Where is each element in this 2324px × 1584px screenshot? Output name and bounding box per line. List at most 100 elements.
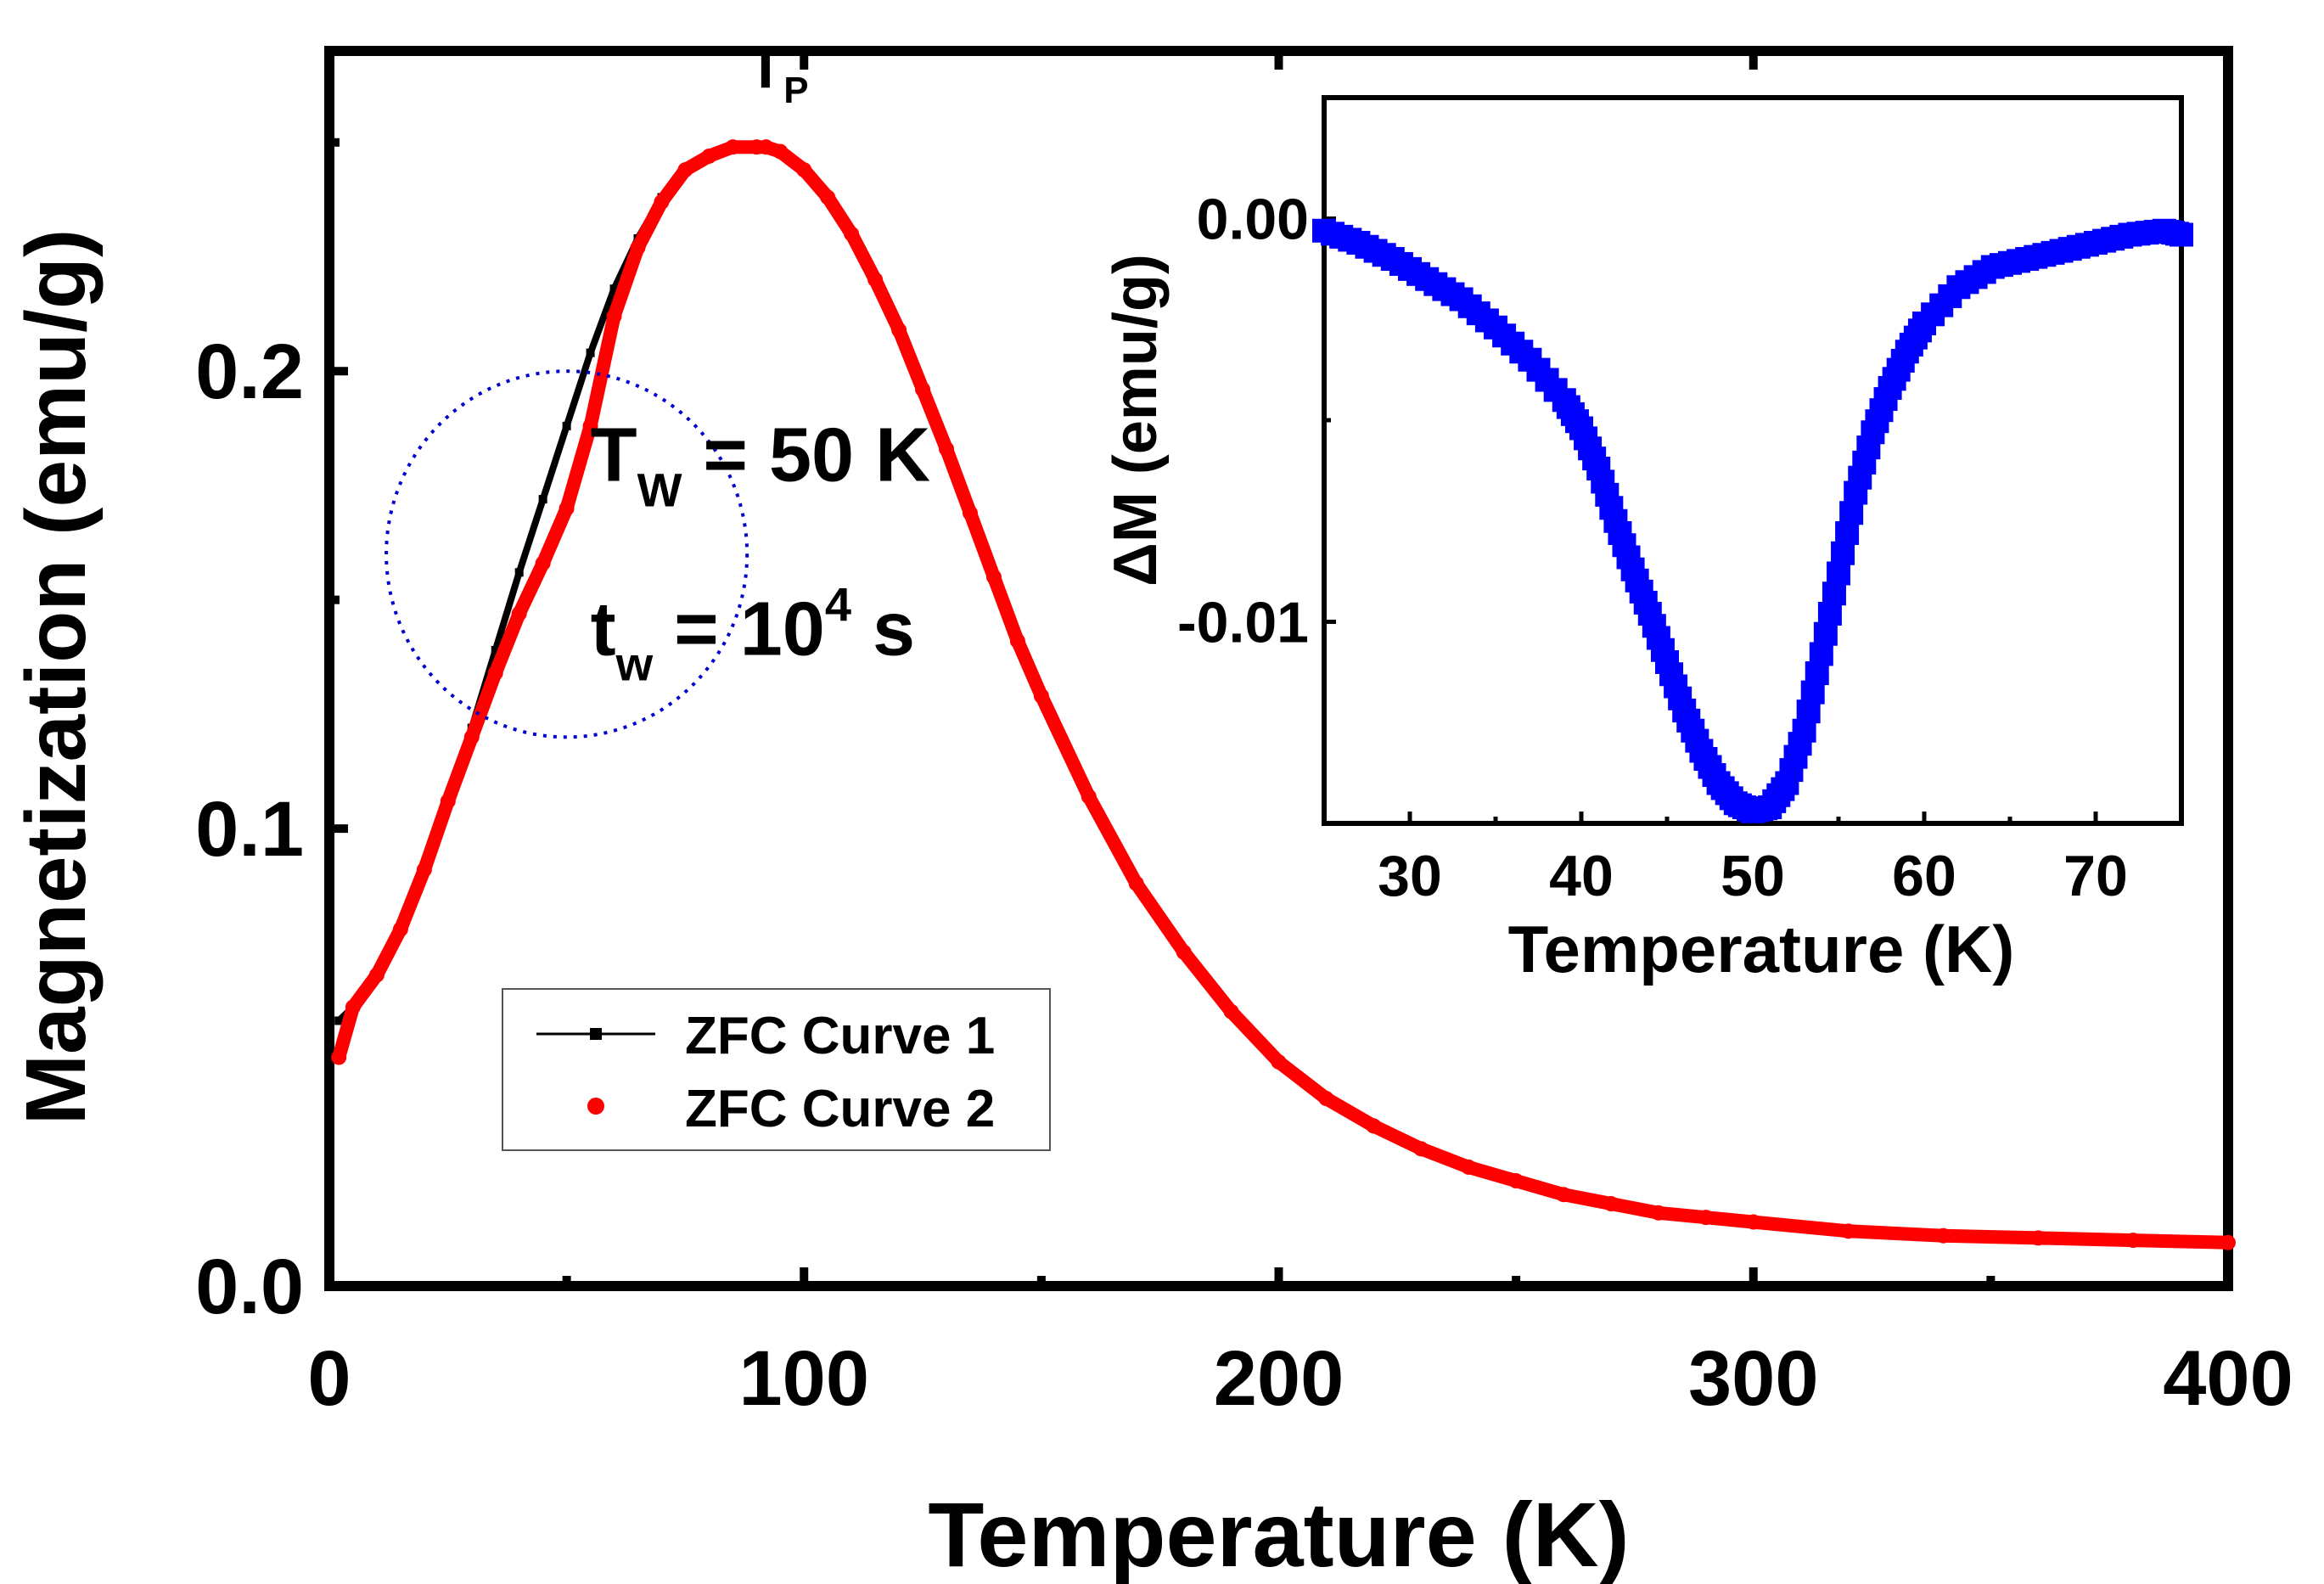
series-2-point [1009,633,1025,649]
series-2-point [559,500,575,516]
y-axis-title: Magnetization (emu/g) [8,229,104,1126]
series-2-point [2125,1233,2142,1249]
tw-rest: = 50 K [682,413,930,498]
series-1-point [514,568,524,577]
series-2-point [654,194,670,210]
series-2-point [915,381,931,397]
wait-temperature-label: TW = 50 K [591,413,931,517]
inset-point [1839,501,1864,525]
x-axis-title: Temperature (K) [928,1483,1629,1584]
y-tick-label: 0.1 [195,786,304,873]
series-2-point [416,862,432,878]
series-2-point [606,308,622,324]
series-2-point [392,921,408,937]
inset-x-tick-label: 50 [1721,844,1785,908]
tw-main: T [591,413,637,498]
x-tick-label: 100 [739,1335,870,1422]
x-tick-label: 0 [307,1335,351,1422]
series-1-point [562,421,571,430]
series-2-point [582,418,598,434]
inset-x-tick-label: 70 [2063,844,2128,908]
highlight-circle [385,369,749,739]
series-1-point [586,348,595,357]
series-2-point [1033,688,1049,704]
series-2-point [1650,1205,1666,1221]
x-tick-label: 400 [2163,1335,2293,1422]
series-2-point [725,139,741,155]
series-2-point [1840,1223,1856,1239]
series-2-point [1508,1173,1524,1189]
inset-x-tick-label: 30 [1378,844,1442,908]
series-2-point [1128,875,1144,891]
series-2-point [630,239,646,256]
series-2-point [1698,1210,1714,1226]
tt-mid: = 10 [653,587,825,671]
inset-point [1809,642,1833,666]
x-tick-label: 200 [1214,1335,1344,1422]
series-2-point [939,441,955,457]
inset-frame [1322,95,2184,826]
series-2-point [1413,1141,1429,1157]
series-2-point [1223,1003,1239,1019]
series-1-point [538,495,547,504]
series-1-point [491,645,500,654]
series-2-point [891,322,907,338]
series-2-point [867,272,884,288]
series-2-point [487,665,503,681]
series-2-point [844,226,860,242]
inset-y-tick-label: 0.00 [1197,188,1309,252]
tw-sub: W [637,463,682,517]
series-2-point [758,139,774,155]
series-2-point [772,143,789,160]
series-2-point [535,555,551,571]
tt-main: t [591,587,616,671]
inset-x-axis-title: Temperature (K) [1508,912,2015,986]
series-1-point [334,1016,344,1025]
y-tick-label: 0.2 [195,329,304,415]
series-2-point [1603,1196,1619,1211]
inset-point [1831,541,1855,565]
wait-time-label: tw = 104 s [591,577,915,690]
series-2-point [1176,944,1192,960]
series-2-point [1556,1187,1572,1203]
legend-box [502,988,1051,1151]
inset-y-axis-title: ΔM (emu/g) [1102,254,1170,587]
series-2-point [701,148,717,164]
series-2-point [985,569,1002,585]
peak-label: TP [748,34,809,111]
series-2-point [1366,1118,1382,1134]
inset-point [2170,222,2193,247]
y-tick-label: 0.0 [195,1244,304,1330]
series-2-point [1081,789,1097,805]
series-2-point [962,505,978,521]
legend-label-1: ZFC Curve 1 [685,1007,995,1065]
inset-plot: 30 40 50 60 70 0.00 -0.01 Temperature (K) ΔM (em… [1102,95,2193,986]
inset-point [1835,521,1860,545]
series-2-point [820,189,836,205]
series-2-point [1318,1091,1334,1107]
tt-sup: 4 [825,577,851,631]
series-2-point [796,162,812,178]
peak-label-main: T [748,34,784,100]
tt-rest: s [851,587,915,671]
series-2-point [331,1049,347,1065]
series-2-point [1745,1214,1761,1230]
peak-label-sub: P [783,70,808,111]
series-2-point [1461,1159,1477,1175]
legend-marker-1 [590,1028,602,1040]
main-plot: 0 100 200 300 400 0.0 0.1 0.2 Temperature (K) Mag… [8,34,2293,1584]
series-2-point [2220,1234,2236,1250]
series-2-line [332,140,2235,1250]
series-1-point [609,284,619,294]
inset-y-tick-label: -0.01 [1177,591,1309,655]
series-2-point [1271,1053,1287,1070]
inset-point [1817,602,1842,626]
inset-point [1827,561,1850,586]
x-tick-label: 300 [1688,1335,1819,1422]
series-2-point [463,729,480,745]
series-2-point [1935,1227,1951,1244]
series-2-point [677,162,693,178]
legend-marker-2 [587,1098,604,1115]
inset-x-tick-label: 60 [1892,844,1956,908]
